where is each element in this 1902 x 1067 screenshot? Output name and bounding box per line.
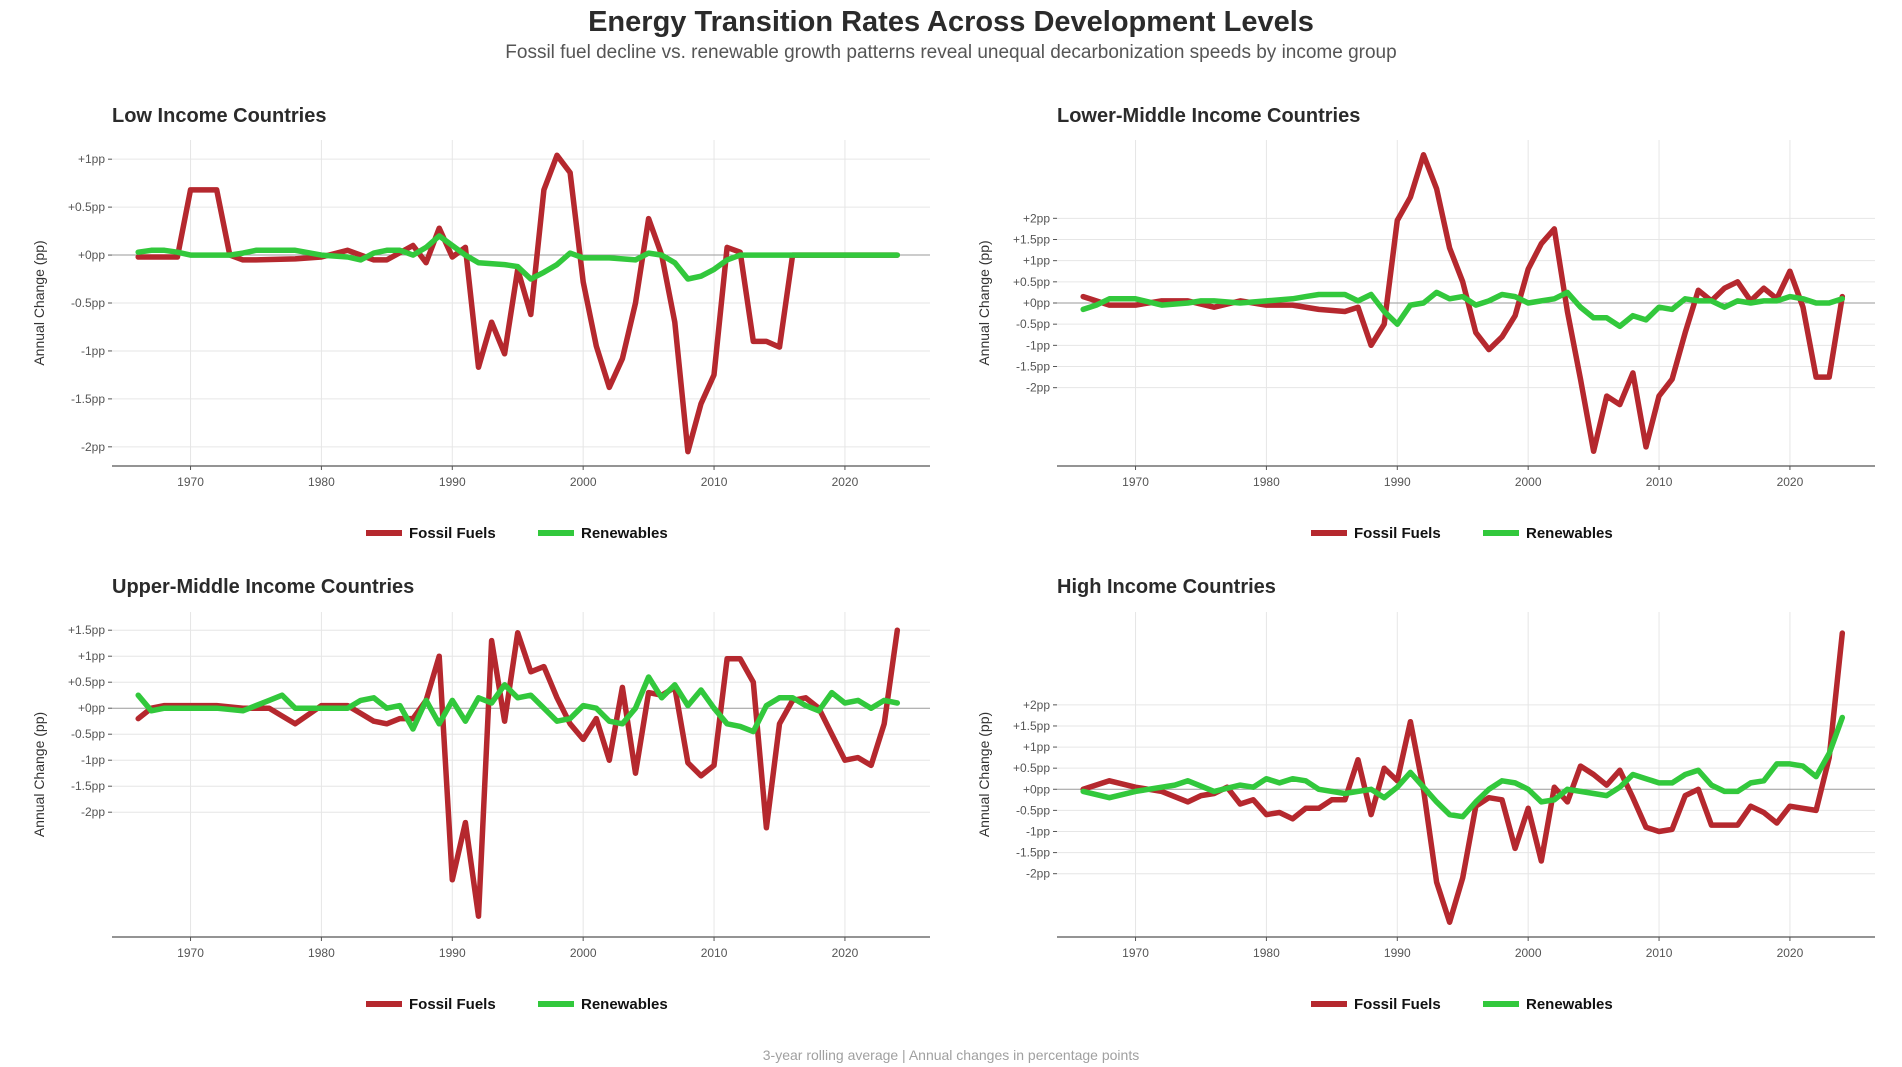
legend: Fossil Fuels Renewables bbox=[366, 996, 668, 1013]
page-title: Energy Transition Rates Across Developme… bbox=[588, 6, 1314, 38]
y-tick-label: -1.5pp bbox=[71, 392, 105, 406]
y-tick-label: +0.5pp bbox=[1013, 761, 1050, 775]
x-tick-label: 1970 bbox=[1122, 475, 1149, 489]
x-tick-label: 2000 bbox=[1515, 946, 1542, 960]
y-tick-label: +0.5pp bbox=[1013, 275, 1050, 289]
fossil-fuels-line bbox=[135, 152, 901, 455]
y-tick-label: -0.5pp bbox=[71, 727, 105, 741]
y-tick-label: -0.5pp bbox=[1016, 317, 1050, 331]
y-tick-label: -2pp bbox=[1026, 867, 1050, 881]
y-tick-label: -1pp bbox=[81, 753, 105, 767]
x-tick-label: 1970 bbox=[177, 475, 204, 489]
y-tick-label: -1.5pp bbox=[71, 779, 105, 793]
y-axis-label: Annual Change (pp) bbox=[976, 240, 992, 365]
y-tick-label: -1pp bbox=[1026, 338, 1050, 352]
y-tick-label: -1pp bbox=[81, 344, 105, 358]
renewables-line bbox=[135, 674, 901, 735]
y-axis-label: Annual Change (pp) bbox=[31, 712, 47, 837]
y-tick-label: -1pp bbox=[1026, 824, 1050, 838]
x-tick-label: 2000 bbox=[1515, 475, 1542, 489]
y-tick-label: +0.5pp bbox=[68, 200, 105, 214]
y-tick-label: +1.5pp bbox=[68, 623, 105, 637]
x-tick-label: 1970 bbox=[177, 946, 204, 960]
page-subtitle: Fossil fuel decline vs. renewable growth… bbox=[505, 42, 1397, 63]
legend-label-fossil: Fossil Fuels bbox=[409, 996, 496, 1013]
x-tick-label: 1990 bbox=[439, 475, 466, 489]
panel-title: High Income Countries bbox=[1057, 576, 1276, 598]
y-tick-label: +0pp bbox=[1023, 782, 1050, 796]
y-tick-label: -1.5pp bbox=[1016, 360, 1050, 374]
y-tick-label: -1.5pp bbox=[1016, 846, 1050, 860]
x-tick-label: 1980 bbox=[308, 946, 335, 960]
y-tick-label: +2pp bbox=[1023, 698, 1050, 712]
x-tick-label: 1980 bbox=[1253, 946, 1280, 960]
legend-label-fossil: Fossil Fuels bbox=[1354, 996, 1441, 1013]
panel-title: Upper-Middle Income Countries bbox=[112, 576, 414, 598]
legend-label-fossil: Fossil Fuels bbox=[1354, 525, 1441, 542]
x-tick-label: 2010 bbox=[1646, 946, 1673, 960]
y-tick-label: +1.5pp bbox=[1013, 232, 1050, 246]
y-tick-label: -2pp bbox=[81, 440, 105, 454]
y-tick-label: +2pp bbox=[1023, 211, 1050, 225]
x-tick-label: 2010 bbox=[701, 475, 728, 489]
y-tick-label: -0.5pp bbox=[1016, 803, 1050, 817]
fossil-fuels-line bbox=[1080, 630, 1846, 925]
fossil-fuels-line bbox=[135, 627, 901, 919]
x-tick-label: 2010 bbox=[1646, 475, 1673, 489]
y-tick-label: +1pp bbox=[1023, 740, 1050, 754]
legend-label-fossil: Fossil Fuels bbox=[409, 525, 496, 542]
x-tick-label: 2020 bbox=[1777, 946, 1804, 960]
y-tick-label: +0pp bbox=[78, 701, 105, 715]
x-tick-label: 2000 bbox=[570, 946, 597, 960]
chart-panel-4: High Income Countries +2pp +1.5pp +1pp +0.5p… bbox=[976, 576, 1875, 1013]
y-tick-label: +0pp bbox=[1023, 296, 1050, 310]
panel-title: Low Income Countries bbox=[112, 105, 326, 127]
x-tick-label: 2010 bbox=[701, 946, 728, 960]
y-tick-label: -0.5pp bbox=[71, 296, 105, 310]
renewables-line bbox=[135, 233, 901, 282]
legend: Fossil Fuels Renewables bbox=[1311, 996, 1613, 1013]
y-tick-label: +0pp bbox=[78, 248, 105, 262]
x-tick-label: 2000 bbox=[570, 475, 597, 489]
chart-panel-2: Lower-Middle Income Countries +2pp +1.5pp +… bbox=[976, 105, 1875, 542]
chart-panel-3: Upper-Middle Income Countries +1.5pp +1pp +… bbox=[31, 576, 930, 1013]
y-tick-label: -2pp bbox=[81, 805, 105, 819]
x-tick-label: 1980 bbox=[308, 475, 335, 489]
x-tick-label: 1990 bbox=[1384, 475, 1411, 489]
panel-title: Lower-Middle Income Countries bbox=[1057, 105, 1360, 127]
x-tick-label: 2020 bbox=[832, 946, 859, 960]
x-tick-label: 1970 bbox=[1122, 946, 1149, 960]
legend: Fossil Fuels Renewables bbox=[1311, 525, 1613, 542]
y-tick-label: +0.5pp bbox=[68, 675, 105, 689]
y-tick-label: +1pp bbox=[1023, 254, 1050, 268]
chart-caption: 3-year rolling average | Annual changes … bbox=[762, 1047, 1140, 1063]
y-tick-label: +1pp bbox=[78, 152, 105, 166]
y-tick-label: +1.5pp bbox=[1013, 719, 1050, 733]
x-tick-label: 1990 bbox=[1384, 946, 1411, 960]
chart-panel-1: Low Income Countries +1pp +0.5pp +0pp -0.5pp… bbox=[31, 105, 930, 542]
fossil-fuels-line bbox=[1080, 152, 1846, 454]
legend-label-renewables: Renewables bbox=[1526, 996, 1613, 1013]
x-tick-label: 1980 bbox=[1253, 475, 1280, 489]
legend: Fossil Fuels Renewables bbox=[366, 525, 668, 542]
legend-label-renewables: Renewables bbox=[581, 996, 668, 1013]
y-tick-label: +1pp bbox=[78, 649, 105, 663]
legend-label-renewables: Renewables bbox=[581, 525, 668, 542]
legend-label-renewables: Renewables bbox=[1526, 525, 1613, 542]
y-axis-label: Annual Change (pp) bbox=[31, 240, 47, 365]
x-tick-label: 2020 bbox=[832, 475, 859, 489]
renewables-line bbox=[1080, 714, 1846, 820]
y-tick-label: -2pp bbox=[1026, 381, 1050, 395]
renewables-line bbox=[1080, 289, 1846, 330]
x-tick-label: 2020 bbox=[1777, 475, 1804, 489]
y-axis-label: Annual Change (pp) bbox=[976, 712, 992, 837]
x-tick-label: 1990 bbox=[439, 946, 466, 960]
